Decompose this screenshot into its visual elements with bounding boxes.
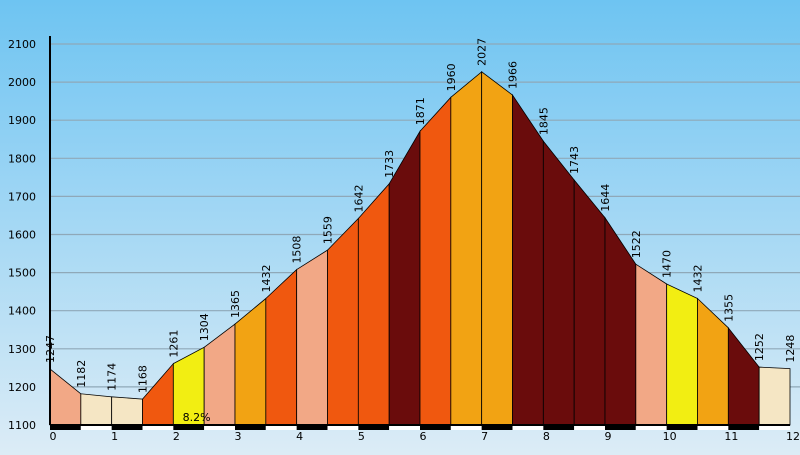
scale-bar-block [389, 426, 420, 430]
scale-bar-block [111, 426, 143, 430]
scale-bar-block [50, 426, 81, 430]
x-tick-label: 3 [235, 430, 242, 443]
scale-bar-block [420, 426, 451, 430]
y-tick-label: 1200 [8, 381, 36, 394]
scale-bar-block [574, 426, 605, 430]
elevation-label: 1365 [229, 290, 242, 318]
elevation-label: 1871 [414, 97, 427, 125]
scale-bar-block [697, 426, 729, 430]
y-tick-label: 1500 [8, 267, 36, 280]
elevation-label: 1522 [630, 230, 643, 258]
elevation-label: 1248 [784, 335, 797, 363]
profile-segment [450, 70, 483, 426]
scale-bar-block [80, 426, 112, 430]
x-tick-label: 2 [173, 430, 180, 443]
elevation-label: 1559 [322, 216, 335, 244]
scale-bar-block [327, 426, 359, 430]
elevation-label: 1252 [753, 333, 766, 361]
scale-bar-block [512, 426, 544, 430]
elevation-label: 1432 [692, 265, 705, 293]
profile-segment [542, 140, 575, 426]
elevation-label: 1355 [722, 294, 735, 322]
elevation-label: 1733 [383, 150, 396, 178]
elevation-label: 1508 [291, 236, 304, 264]
y-tick-label: 1900 [8, 114, 36, 127]
profile-segment [296, 249, 328, 426]
x-axis-ticks: 0 1 2 3 4 5 6 7 8 9 10 11 12 [50, 430, 800, 443]
y-axis-ticks: 1100 1200 1300 1400 1500 1600 1700 1800 1900 2000… [8, 38, 36, 432]
elevation-label: 1174 [106, 363, 119, 391]
y-tick-label: 1800 [8, 152, 36, 165]
x-tick-label: 9 [605, 430, 612, 443]
scale-bar-block [450, 426, 482, 430]
x-tick-label: 1 [111, 430, 118, 443]
scale-bar-block [635, 426, 667, 430]
profile-segment [80, 393, 113, 426]
profile-segment [419, 96, 452, 426]
annotations: 8.2% [183, 411, 211, 424]
scale-bar-block [481, 426, 513, 430]
elevation-label: 1960 [445, 63, 458, 91]
scale-bar-block [296, 426, 328, 430]
profile-segment [758, 366, 791, 426]
y-tick-label: 2000 [8, 76, 36, 89]
scale-bar-block [666, 426, 698, 430]
elevation-label: 1644 [599, 184, 612, 212]
x-tick-label: 5 [358, 430, 365, 443]
y-tick-label: 1100 [8, 419, 36, 432]
scale-bar-block [142, 426, 174, 430]
x-tick-label: 8 [543, 430, 550, 443]
elevation-label: 1261 [167, 330, 180, 358]
x-tick-label: 4 [296, 430, 303, 443]
x-tick-label: 6 [420, 430, 427, 443]
profile-segment [111, 396, 143, 426]
profile-segment [573, 178, 606, 426]
elevation-label: 1966 [507, 61, 520, 89]
scale-bar-block [358, 426, 390, 430]
elevation-label: 1845 [537, 107, 550, 135]
y-tick-label: 1300 [8, 343, 36, 356]
profile-segment [512, 93, 544, 426]
elevation-labels: 1247 1182 1174 1168 1261 1304 1365 1432 1508 1559… [44, 38, 797, 393]
y-tick-label: 1400 [8, 305, 36, 318]
profile-segment [327, 217, 359, 426]
y-tick-label: 2100 [8, 38, 36, 51]
x-tick-label: 7 [481, 430, 488, 443]
axes [49, 36, 790, 430]
y-tick-label: 1700 [8, 190, 36, 203]
scale-bar-block [759, 426, 790, 430]
scale-bar-block [235, 426, 266, 430]
scale-bar-block [265, 426, 297, 430]
scale-bar-block [204, 426, 235, 430]
elevation-label: 1182 [75, 360, 88, 388]
elevation-label: 1470 [661, 250, 674, 278]
x-tick-label: 10 [663, 430, 677, 443]
profile-segment [635, 263, 668, 426]
y-tick-label: 1600 [8, 229, 36, 242]
x-tick-label: 0 [50, 430, 57, 443]
elevation-label: 1247 [44, 335, 57, 363]
profile-segment [481, 71, 513, 426]
elevation-label: 1168 [137, 365, 150, 393]
scale-bar-block [543, 426, 575, 430]
x-tick-label: 12 [786, 430, 800, 443]
elevation-label: 1642 [352, 184, 365, 212]
elevation-label: 2027 [476, 38, 489, 66]
gradient-annotation: 8.2% [183, 411, 211, 424]
x-tick-label: 11 [724, 430, 738, 443]
profile-segment [357, 182, 390, 426]
elevation-label: 1304 [198, 313, 211, 341]
elevation-label: 1743 [568, 146, 581, 174]
profile-segment [666, 283, 698, 426]
scale-bar-block [605, 426, 636, 430]
scale-bar-block [728, 426, 760, 430]
elevation-label: 1432 [260, 265, 273, 293]
scale-bar-block [173, 426, 205, 430]
